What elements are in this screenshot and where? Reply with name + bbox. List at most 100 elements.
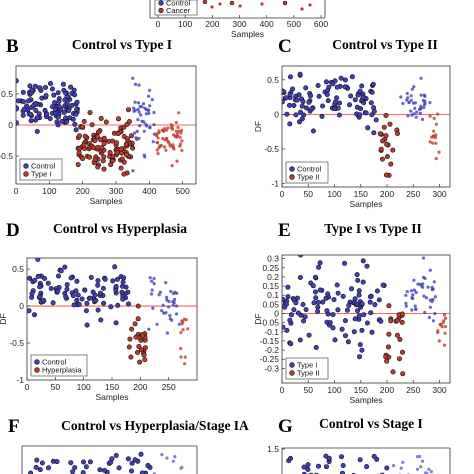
point-blue — [323, 79, 329, 85]
point-blue — [95, 282, 101, 288]
point-red — [81, 142, 87, 148]
point-red — [378, 146, 384, 152]
point-blue — [380, 282, 386, 288]
point-blue — [138, 105, 142, 109]
point-blue — [358, 106, 364, 112]
point-blue — [303, 85, 309, 91]
point-blue — [422, 102, 426, 107]
point-red — [137, 359, 143, 365]
point-blue — [25, 98, 31, 104]
y-tick-label: 0.5 — [1, 89, 13, 99]
point-blue — [132, 457, 138, 463]
point-blue — [359, 301, 365, 307]
point-blue — [340, 293, 346, 299]
point-red — [123, 152, 129, 158]
point-blue — [148, 88, 152, 92]
point-blue — [297, 274, 303, 280]
point-red — [170, 127, 175, 131]
point-blue — [168, 317, 172, 321]
y-tick-label: 0 — [274, 109, 279, 119]
point-blue — [56, 104, 62, 110]
point-blue — [87, 459, 93, 465]
point-blue — [59, 118, 65, 124]
point-blue — [336, 112, 342, 118]
point-blue — [37, 284, 43, 290]
point-blue — [139, 113, 143, 117]
point-blue — [315, 463, 321, 469]
x-tick-label: 300 — [109, 186, 123, 196]
point-blue — [81, 459, 87, 465]
point-red — [441, 321, 445, 325]
point-blue — [134, 136, 138, 140]
point-blue — [131, 76, 135, 80]
point-red — [397, 336, 403, 342]
point-blue — [338, 454, 344, 460]
y-tick-label: 0 — [274, 309, 279, 319]
point-blue — [424, 296, 429, 300]
point-blue — [140, 119, 144, 123]
point-blue — [35, 258, 41, 262]
point-red — [126, 119, 132, 125]
x-tick-label: 250 — [406, 385, 420, 395]
point-blue — [433, 295, 437, 299]
point-blue — [422, 294, 426, 298]
point-red — [444, 316, 448, 320]
x-tick-label: 250 — [406, 189, 420, 199]
x-tick-label: 500 — [176, 186, 190, 196]
point-blue — [330, 325, 336, 331]
point-red — [381, 124, 387, 130]
point-blue — [287, 455, 293, 461]
legend-label: Type I — [297, 361, 317, 370]
point-red — [384, 358, 390, 364]
point-red — [400, 371, 406, 377]
point-blue — [411, 101, 416, 105]
point-blue — [143, 155, 147, 159]
point-blue — [66, 108, 72, 114]
point-blue — [27, 111, 33, 117]
point-blue — [28, 118, 34, 124]
point-blue — [150, 279, 154, 283]
point-blue — [423, 94, 427, 98]
point-blue — [68, 275, 74, 281]
point-blue — [144, 112, 148, 116]
y-tick-label: 0 — [19, 301, 24, 311]
point-blue — [165, 456, 169, 460]
point-blue — [175, 291, 179, 295]
point-blue — [282, 296, 286, 302]
point-blue — [342, 84, 348, 90]
point-blue — [363, 110, 369, 116]
point-blue — [16, 106, 20, 112]
point-blue — [158, 290, 162, 294]
point-blue — [306, 332, 312, 338]
x-tick-label: 0 — [280, 385, 285, 395]
point-red — [169, 123, 173, 127]
point-red — [135, 303, 141, 309]
point-blue — [48, 285, 54, 291]
point-blue — [293, 112, 299, 118]
points — [282, 255, 448, 377]
x-tick-label: 0 — [14, 186, 19, 196]
point-red — [180, 319, 184, 323]
point-red — [114, 140, 120, 146]
point-blue — [300, 99, 306, 105]
y-tick-label: -0.5 — [9, 338, 24, 348]
point-blue — [126, 301, 132, 307]
point-blue — [157, 293, 161, 297]
point-red — [171, 143, 175, 147]
point-blue — [144, 122, 148, 126]
x-tick-label: 50 — [51, 382, 61, 392]
point-red — [180, 322, 184, 326]
point-blue — [28, 470, 34, 474]
point-blue — [409, 94, 413, 98]
point-blue — [352, 316, 358, 322]
panel-letter: G — [278, 416, 293, 437]
point-red — [165, 136, 169, 141]
point-blue — [415, 467, 420, 471]
point-blue — [287, 121, 293, 127]
point-blue — [361, 312, 367, 318]
point-red — [160, 128, 164, 132]
point-blue — [412, 85, 416, 89]
point-blue — [332, 78, 338, 84]
point-red — [176, 134, 180, 138]
point-blue — [29, 291, 35, 297]
